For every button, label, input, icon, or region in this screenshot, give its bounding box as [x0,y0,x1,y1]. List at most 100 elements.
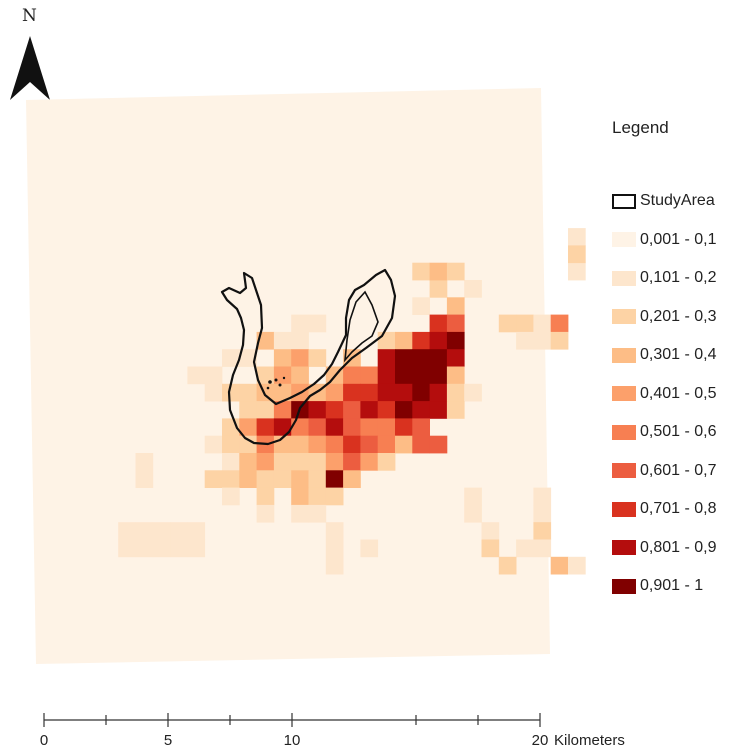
legend-class-row: 0,101 - 0,2 [612,259,742,298]
raster-cell [533,331,552,350]
scale-label-10: 10 [284,732,301,749]
raster-cell [395,418,413,437]
scale-label-5: 5 [164,732,172,749]
raster-cell [412,262,430,281]
raster-cell [204,366,223,385]
raster-cell [273,401,292,419]
raster-cell [256,366,275,385]
legend-label: 0,301 - 0,4 [640,346,717,364]
raster-cell [446,383,465,402]
raster-cell [325,383,344,402]
legend-class-row: 0,201 - 0,3 [612,298,742,337]
legend-swatch [612,540,636,556]
raster-cell [377,383,396,402]
raster-cell [204,435,223,454]
raster-cell [429,401,448,419]
raster-cell [222,470,240,488]
raster-cell [516,539,534,558]
legend-class-row: 0,401 - 0,5 [612,375,742,414]
raster-cell [152,522,171,540]
study-area-label: StudyArea [640,192,715,210]
raster-cell [464,383,482,402]
legend-swatch [612,347,636,363]
raster-cell [135,470,154,488]
study-area-inner-outline [343,290,379,363]
raster-cell [273,349,292,367]
raster-cell [291,470,309,488]
raster-cell [291,331,309,350]
raster-cell [308,401,327,419]
raster-cell [446,314,465,333]
raster-cell [377,453,396,471]
raster-cell [256,331,275,350]
raster-cell [239,349,257,367]
raster-cell [429,314,448,333]
raster-cell [170,522,188,540]
raster-cell [360,539,379,558]
raster-cell [256,418,275,437]
raster-cell [239,470,257,488]
raster-cell [308,349,327,367]
legend-swatch [612,386,636,402]
raster-cell [360,418,379,437]
raster-cell [256,401,275,419]
raster-cell [273,383,292,402]
raster-cell [273,418,292,437]
north-arrow-icon [10,36,50,100]
legend-study-area: StudyArea [612,182,742,221]
raster-cell [533,314,552,333]
raster-cell [533,522,552,540]
raster-cell [395,401,413,419]
raster-cell [377,366,396,385]
raster-cell [446,262,465,281]
raster-cell [325,522,344,540]
raster-cell [118,522,136,540]
raster-cell [343,383,361,402]
raster-cell [187,366,206,385]
raster-cell [395,435,413,454]
study-area-islets [266,376,286,390]
raster-cell [516,331,534,350]
raster-cell [377,401,396,419]
legend-label: 0,901 - 1 [640,577,704,595]
raster-cell [308,314,327,333]
raster-cell [343,435,361,454]
raster-cell [464,280,482,298]
legend-label: 0,801 - 0,9 [640,538,717,556]
raster-cell [446,401,465,419]
legend-label: 0,201 - 0,3 [640,307,717,325]
raster-cell [291,435,309,454]
raster-cell [222,349,240,367]
raster-cell [308,453,327,471]
raster-cell [464,504,482,523]
raster-cell [239,383,257,402]
legend-swatch [612,232,636,248]
raster-cell [498,556,517,575]
raster-cell [429,435,448,454]
legend-class-row: 0,701 - 0,8 [612,490,742,529]
legend-class-row: 0,901 - 1 [612,567,742,606]
raster-cell [395,366,413,385]
raster-cell [256,504,275,523]
raster-cell [170,539,188,558]
raster-cell [481,522,500,540]
raster-cell [325,556,344,575]
raster-cell [377,435,396,454]
raster-cell [135,522,154,540]
raster-cell [256,453,275,471]
legend-title: Legend [612,118,669,137]
raster-cell [377,418,396,437]
raster-cell [273,366,292,385]
raster-cell [291,418,309,437]
raster-cell [325,487,344,506]
scale-label-0: 0 [40,732,48,749]
legend-swatch [612,501,636,517]
raster-cell [446,297,465,315]
legend-label: 0,701 - 0,8 [640,500,717,518]
raster-cell [550,314,569,333]
legend-class-row: 0,001 - 0,1 [612,221,742,260]
legend-class-row: 0,301 - 0,4 [612,336,742,375]
raster-cell [568,262,586,281]
raster-cell [291,314,309,333]
